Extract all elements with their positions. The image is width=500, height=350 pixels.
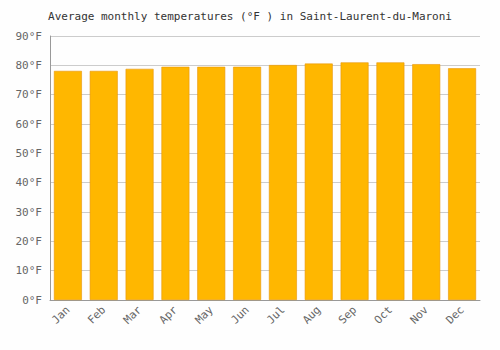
svg-text:20°F: 20°F (16, 235, 43, 248)
svg-text:Apr: Apr (157, 303, 180, 326)
svg-text:70°F: 70°F (16, 88, 43, 101)
svg-text:90°F: 90°F (16, 30, 43, 43)
svg-text:Dec: Dec (443, 303, 466, 326)
svg-text:Average monthly temperatures (: Average monthly temperatures (°F ) in Sa… (48, 10, 452, 23)
svg-text:Oct: Oct (372, 303, 395, 326)
svg-text:Feb: Feb (85, 303, 108, 326)
svg-text:Jan: Jan (49, 303, 72, 326)
svg-text:60°F: 60°F (16, 118, 43, 131)
svg-text:40°F: 40°F (16, 176, 43, 189)
svg-text:50°F: 50°F (16, 147, 43, 160)
svg-text:Nov: Nov (408, 303, 431, 326)
svg-text:30°F: 30°F (16, 206, 43, 219)
svg-text:Jun: Jun (228, 303, 251, 326)
svg-text:80°F: 80°F (16, 59, 43, 72)
svg-text:May: May (193, 303, 216, 326)
svg-text:10°F: 10°F (16, 264, 43, 277)
svg-text:Aug: Aug (300, 303, 323, 326)
svg-text:Jul: Jul (264, 303, 287, 326)
svg-text:Sep: Sep (336, 303, 359, 326)
svg-text:Mar: Mar (121, 303, 144, 326)
svg-text:0°F: 0°F (22, 294, 42, 307)
